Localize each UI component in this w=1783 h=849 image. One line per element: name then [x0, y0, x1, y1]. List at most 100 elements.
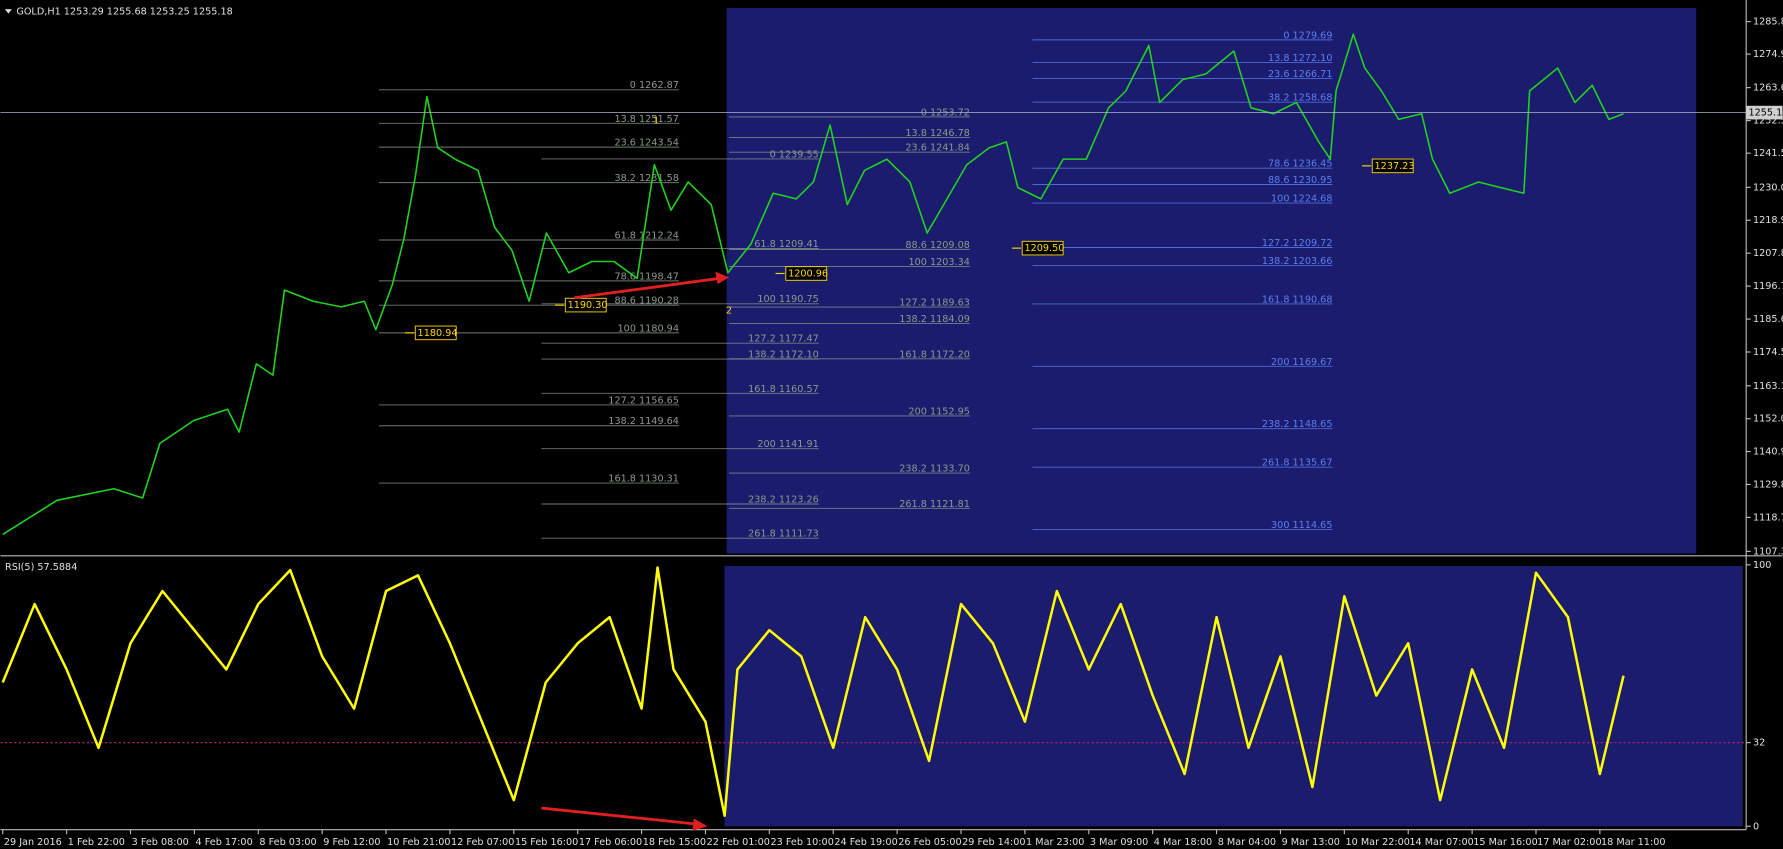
fib-label: 138.2 1184.09 — [899, 314, 970, 325]
highlight-zone — [726, 7, 1697, 554]
fib-label: 261.8 1135.67 — [1262, 458, 1333, 469]
fib-label: 78.6 1236.45 — [1268, 159, 1333, 170]
fib-label: 200 1141.91 — [757, 439, 818, 450]
x-tick-label: 9 Feb 12:00 — [323, 837, 380, 848]
x-tick-label: 3 Feb 08:00 — [132, 837, 189, 848]
fib-label: 161.8 1160.57 — [748, 384, 819, 395]
x-tick-label: 1 Mar 23:00 — [1026, 837, 1084, 848]
x-tick-label: 3 Mar 09:00 — [1090, 837, 1148, 848]
y-tick-label: 1218.90 — [1753, 215, 1783, 226]
fib-label: 100 1190.75 — [757, 294, 818, 305]
fib-label: 261.8 1111.73 — [748, 529, 819, 540]
x-tick-label: 26 Feb 05:00 — [898, 837, 961, 848]
fib-label: 161.8 1130.31 — [608, 474, 679, 485]
x-tick-label: 8 Feb 03:00 — [259, 837, 316, 848]
series-line — [2, 33, 1624, 536]
fib-label: 61.8 1209.41 — [754, 239, 819, 250]
fib-label: 127.2 1209.72 — [1262, 238, 1333, 249]
y-tick-label: 1140.95 — [1753, 447, 1783, 458]
fib-label: 88.6 1190.28 — [614, 296, 679, 307]
fib-label: 300 1114.65 — [1271, 520, 1332, 531]
x-tick-label: 29 Jan 2016 — [4, 837, 62, 848]
y-tick-label: 0 — [1753, 821, 1759, 832]
fib-label: 127.2 1189.63 — [899, 298, 970, 309]
price-label-box — [414, 325, 457, 341]
x-tick-label: 10 Feb 21:00 — [387, 837, 450, 848]
y-tick-label: 1107.30 — [1753, 546, 1783, 557]
fib-label: 127.2 1177.47 — [748, 334, 819, 345]
fib-label: 88.6 1230.95 — [1268, 175, 1333, 186]
y-tick-label: 32 — [1753, 738, 1765, 749]
y-tick-label: 100 — [1753, 560, 1771, 571]
y-tick-label: 1241.50 — [1753, 148, 1783, 159]
y-tick-label: 1174.50 — [1753, 347, 1783, 358]
fib-label: 23.6 1266.71 — [1268, 69, 1333, 80]
y-tick-label: 1252.50 — [1753, 116, 1783, 127]
arrow — [541, 806, 697, 826]
x-tick-label: 4 Mar 18:00 — [1154, 837, 1212, 848]
fib-label: 0 1262.87 — [630, 80, 679, 91]
plot-layer: 0 1262.87 13.8 1251.57 23.6 1243.54 38.2 12… — [0, 17, 1783, 848]
x-tick-label: 14 Mar 07:00 — [1409, 837, 1473, 848]
indicator-title: RSI(5) 57.5884 — [5, 562, 77, 573]
y-tick-label: 1263.60 — [1753, 83, 1783, 94]
y-tick-label: 1163.10 — [1753, 381, 1783, 392]
price-label: 1237.23 — [1375, 161, 1415, 172]
fib-label: 23.6 1241.84 — [905, 143, 970, 154]
series-line — [1, 566, 1625, 818]
fib-label: 138.2 1172.10 — [748, 350, 819, 361]
x-tick-label: 15 Mar 16:00 — [1473, 837, 1537, 848]
fib-label: 238.2 1123.26 — [748, 494, 819, 505]
y-tick-label: 1185.60 — [1753, 314, 1783, 325]
price-label-box — [1371, 158, 1414, 174]
fib-label: 261.8 1121.81 — [899, 499, 970, 510]
fib-label: 138.2 1149.64 — [608, 416, 679, 427]
x-tick-label: 15 Feb 16:00 — [515, 837, 578, 848]
x-tick-label: 9 Mar 13:00 — [1282, 837, 1340, 848]
price-label: 1180.94 — [418, 328, 458, 339]
fib-label: 100 1203.34 — [908, 257, 969, 268]
annotation: 2 — [726, 305, 732, 316]
fib-label: 161.8 1190.68 — [1262, 294, 1333, 305]
fib-label: 0 1239.55 — [770, 149, 819, 160]
x-tick-label: 18 Feb 15:00 — [643, 837, 706, 848]
y-tick-label: 1274.90 — [1753, 49, 1783, 60]
x-tick-label: 8 Mar 04:00 — [1218, 837, 1276, 848]
x-tick-label: 22 Feb 01:00 — [707, 837, 770, 848]
fib-label: 100 1180.94 — [618, 323, 679, 334]
fib-label: 238.2 1148.65 — [1262, 419, 1333, 430]
y-tick-label: 1230.00 — [1753, 182, 1783, 193]
x-tick-label: 4 Feb 17:00 — [196, 837, 253, 848]
arrows — [541, 271, 729, 831]
fib-label: 238.2 1133.70 — [899, 463, 970, 474]
arrow-head — [692, 818, 708, 831]
x-tick-label: 10 Mar 22:00 — [1345, 837, 1409, 848]
fib-label: 100 1224.68 — [1271, 194, 1332, 205]
chart-title: GOLD,H1 1253.29 1255.68 1253.25 1255.18 — [16, 6, 232, 17]
x-tick-label: 24 Feb 19:00 — [834, 837, 897, 848]
x-tick-label: 17 Mar 02:00 — [1537, 837, 1601, 848]
y-tick-label: 1207.80 — [1753, 248, 1783, 259]
x-tick-label: 17 Feb 06:00 — [579, 837, 642, 848]
x-tick-label: 12 Feb 07:00 — [451, 837, 514, 848]
x-tick-label: 1 Feb 22:00 — [68, 837, 125, 848]
y-tick-label: 1196.70 — [1753, 281, 1783, 292]
fib-label: 38.2 1258.68 — [1268, 93, 1333, 104]
fib-label: 78.6 1198.47 — [614, 271, 679, 282]
fib-label: 13.8 1246.78 — [905, 128, 970, 139]
y-tick-label: 1152.00 — [1753, 414, 1783, 425]
fib-label: 38.2 1231.58 — [614, 173, 679, 184]
x-tick-label: 23 Feb 10:00 — [770, 837, 833, 848]
fib-label: 127.2 1156.65 — [608, 395, 679, 406]
price-label-box — [1021, 240, 1064, 256]
fib-label: 0 1279.69 — [1283, 30, 1332, 41]
price-label: 1200.96 — [788, 268, 828, 279]
fib-label: 23.6 1243.54 — [614, 138, 679, 149]
arrow — [574, 277, 719, 300]
y-tick-label: 1129.85 — [1753, 479, 1783, 490]
menu-arrow[interactable] — [4, 9, 12, 14]
fib-label: 138.2 1203.66 — [1262, 256, 1333, 267]
last-price-box — [1746, 105, 1783, 120]
highlight-zone — [724, 566, 1743, 827]
fib-label: 161.8 1172.20 — [899, 349, 970, 360]
